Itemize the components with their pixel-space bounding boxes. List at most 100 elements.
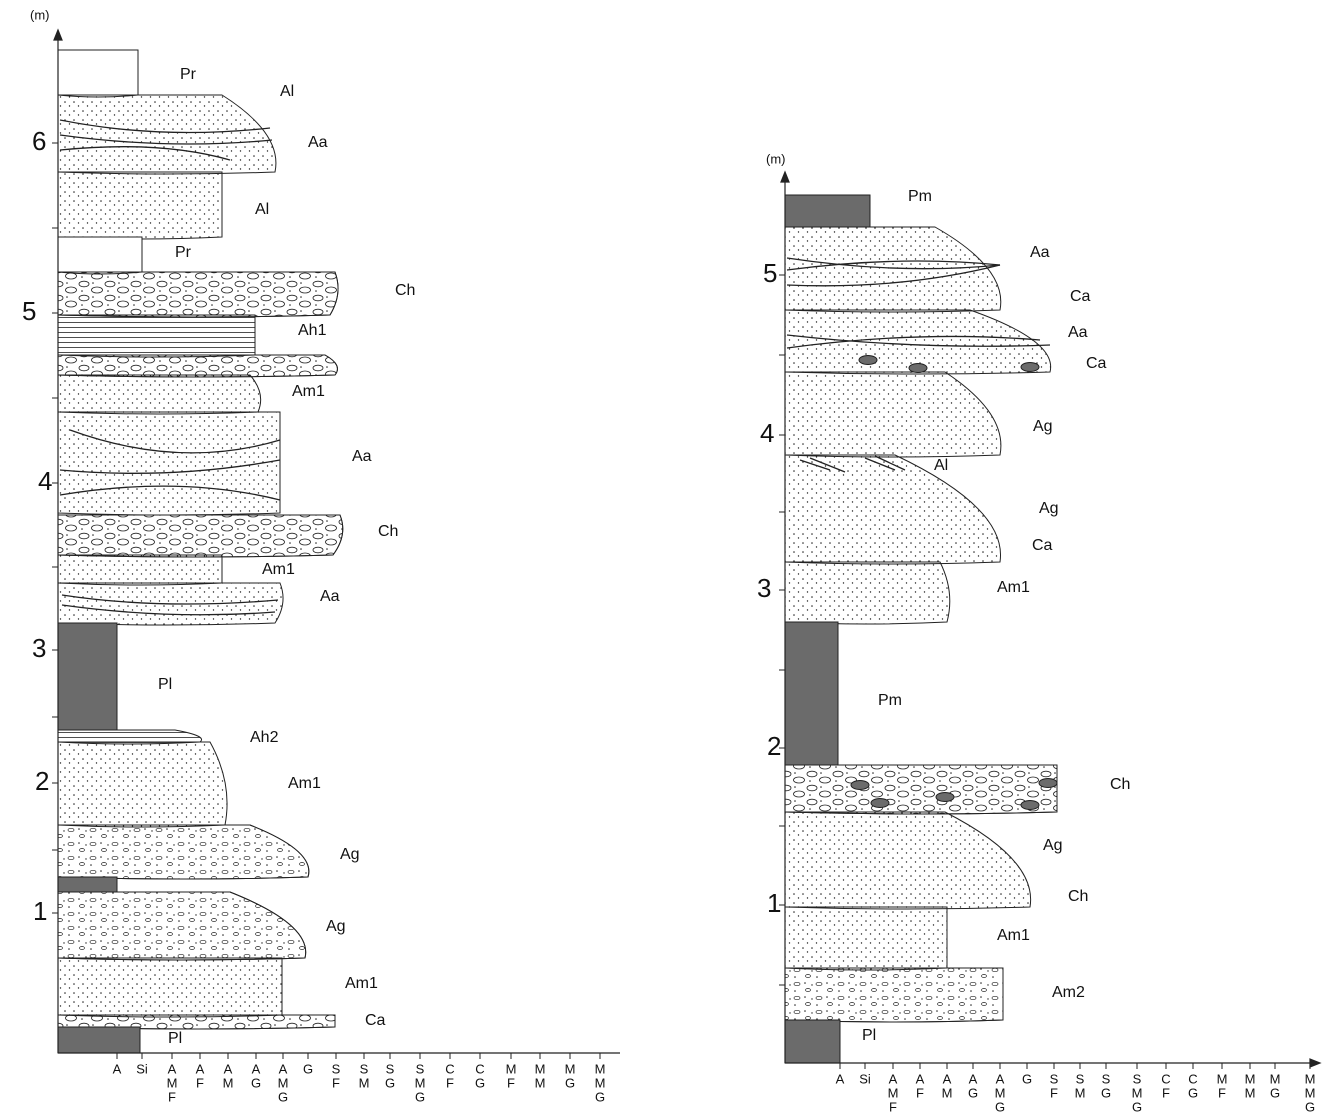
grain-size-label: M: [1270, 1071, 1281, 1086]
unit-label: Aa: [352, 448, 372, 465]
layer: [58, 412, 280, 515]
clast: [1021, 801, 1039, 810]
depth-label: 5: [763, 258, 777, 288]
layer: [58, 958, 282, 1017]
layer: [58, 515, 343, 557]
unit-label: Pr: [180, 66, 197, 83]
grain-size-label: A: [279, 1061, 288, 1076]
layer: [58, 375, 261, 414]
grain-size-label: M: [415, 1075, 426, 1090]
unit-label: Aa: [1030, 244, 1050, 261]
layer: [58, 355, 337, 377]
layer: [58, 172, 222, 239]
layer: [785, 765, 1057, 814]
grain-size-label: A: [943, 1071, 952, 1086]
unit-label: Ch: [378, 523, 398, 540]
unit-label: Am1: [288, 775, 321, 792]
layer: [785, 1020, 840, 1063]
unit-label: Aa: [1068, 324, 1088, 341]
grain-size-label: M: [1132, 1085, 1143, 1100]
unit-label: Pm: [908, 188, 932, 205]
layer: [58, 825, 309, 879]
depth-label: 5: [22, 296, 36, 326]
unit-label: Al: [280, 83, 294, 100]
grain-size-label: A: [168, 1061, 177, 1076]
grain-size-label: S: [1050, 1071, 1059, 1086]
unit-label: Pl: [862, 1027, 876, 1044]
clast: [1021, 363, 1039, 372]
depth-label: 4: [760, 418, 774, 448]
unit-label: Am1: [345, 975, 378, 992]
layer: [58, 315, 255, 357]
grain-size-label: F: [1162, 1085, 1170, 1100]
clast: [1039, 779, 1057, 788]
grain-size-label: G: [995, 1099, 1005, 1112]
depth-label: 6: [32, 126, 46, 156]
unit-label: Am2: [1052, 984, 1085, 1001]
grain-size-label: F: [507, 1075, 515, 1090]
grain-size-label: G: [565, 1075, 575, 1090]
grain-size-label: F: [1218, 1085, 1226, 1100]
grain-size-label: Si: [136, 1061, 148, 1076]
layer: [58, 237, 142, 274]
grain-size-label: M: [1245, 1071, 1256, 1086]
grain-size-label: M: [167, 1075, 178, 1090]
layer: [58, 742, 227, 827]
grain-size-label: G: [475, 1075, 485, 1090]
layer: [785, 455, 1001, 564]
grain-size-label: M: [888, 1085, 899, 1100]
grain-size-label: M: [223, 1075, 234, 1090]
grain-size-label: M: [1305, 1071, 1316, 1086]
depth-label: 1: [767, 888, 781, 918]
layer: [785, 195, 870, 227]
grain-size-label: F: [889, 1099, 897, 1112]
grain-size-label: S: [360, 1061, 369, 1076]
grain-size-label: M: [1245, 1085, 1256, 1100]
grain-size-label: Si: [859, 1071, 871, 1086]
grain-size-label: C: [1188, 1071, 1197, 1086]
unit-label: Ch: [1110, 776, 1130, 793]
left-unit: (m): [30, 7, 50, 22]
depth-label: 3: [32, 633, 46, 663]
unit-label: Aa: [320, 588, 340, 605]
layer: [58, 1027, 140, 1053]
unit-label: Am1: [262, 561, 295, 578]
grain-size-label: M: [359, 1075, 370, 1090]
unit-label: Ch: [395, 282, 415, 299]
grain-size-label: G: [278, 1089, 288, 1104]
unit-label: Am1: [997, 579, 1030, 596]
unit-label: Pm: [878, 692, 902, 709]
grain-size-label: S: [332, 1061, 341, 1076]
grain-size-label: M: [595, 1075, 606, 1090]
grain-size-label: A: [836, 1071, 845, 1086]
grain-size-label: S: [1076, 1071, 1085, 1086]
layer: [785, 372, 1001, 457]
unit-label: Pl: [168, 1030, 182, 1047]
unit-label: Ah1: [298, 322, 327, 339]
unit-label: Ca: [1032, 537, 1053, 554]
grain-size-label: F: [1050, 1085, 1058, 1100]
grain-size-label: G: [1188, 1085, 1198, 1100]
unit-label: Ag: [1039, 500, 1059, 517]
layer: [785, 227, 1001, 312]
clast: [909, 364, 927, 373]
grain-size-label: M: [535, 1061, 546, 1076]
layer: [58, 892, 306, 960]
grain-size-label: G: [415, 1089, 425, 1104]
unit-label: Pr: [175, 244, 192, 261]
depth-label: 1: [33, 896, 47, 926]
unit-label: Ca: [1070, 288, 1091, 305]
layer: [58, 95, 276, 174]
grain-size-label: A: [889, 1071, 898, 1086]
grain-size-label: G: [595, 1089, 605, 1104]
grain-size-label: F: [332, 1075, 340, 1090]
grain-size-label: F: [196, 1075, 204, 1090]
grain-size-label: F: [916, 1085, 924, 1100]
unit-label: Ca: [365, 1012, 386, 1029]
depth-label: 3: [757, 573, 771, 603]
layer: [785, 622, 838, 765]
unit-label: Ch: [1068, 888, 1088, 905]
grain-size-label: A: [916, 1071, 925, 1086]
unit-label: Ag: [340, 846, 360, 863]
grain-size-label: G: [1101, 1085, 1111, 1100]
